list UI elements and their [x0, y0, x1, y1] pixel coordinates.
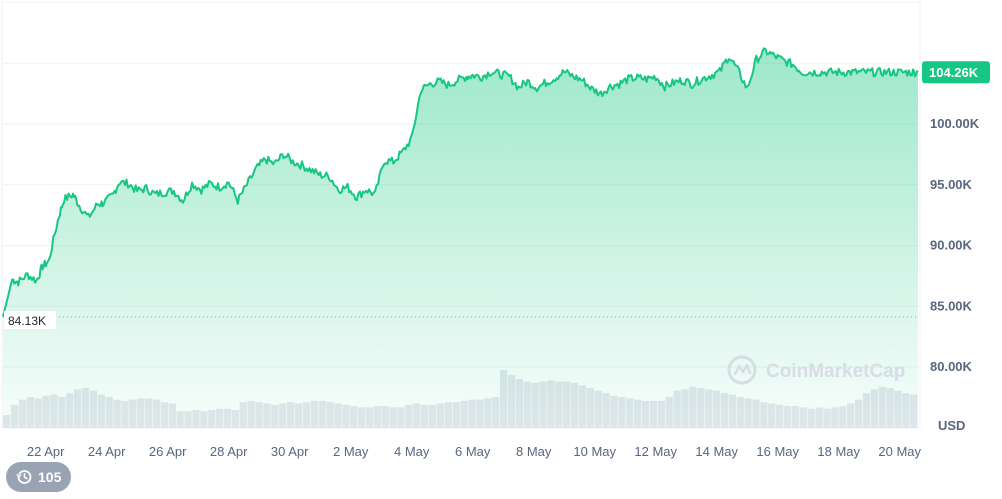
history-button[interactable]: 105 [6, 462, 72, 492]
history-count: 105 [38, 469, 62, 485]
x-tick-label: 6 May [455, 444, 491, 459]
x-tick-label: 10 May [573, 444, 616, 459]
y-tick-label: 90.00K [930, 238, 973, 253]
y-tick-label: 100.00K [930, 116, 980, 131]
x-tick-label: 30 Apr [271, 444, 309, 459]
start-price-text: 84.13K [8, 314, 46, 328]
start-price-label: 84.13K [4, 311, 56, 329]
x-tick-label: 26 Apr [149, 444, 187, 459]
x-tick-label: 8 May [516, 444, 552, 459]
x-tick-label: 20 May [878, 444, 921, 459]
price-area-fill [3, 48, 918, 429]
coinmarketcap-logo-icon [727, 355, 757, 385]
x-tick-label: 2 May [333, 444, 369, 459]
x-tick-label: 14 May [695, 444, 738, 459]
x-tick-label: 22 Apr [27, 444, 65, 459]
x-tick-label: 18 May [817, 444, 860, 459]
x-tick-label: 28 Apr [210, 444, 248, 459]
price-area [2, 47, 919, 429]
x-tick-label: 4 May [394, 444, 430, 459]
x-tick-label: 12 May [634, 444, 677, 459]
x-tick-label: 16 May [756, 444, 799, 459]
x-tick-label: 24 Apr [88, 444, 126, 459]
x-axis: 22 Apr 24 Apr 26 Apr 28 Apr 30 Apr 2 May 4 May… [27, 444, 922, 459]
y-axis: 80.00K 85.00K 90.00K 95.00K 100.00K [930, 116, 980, 374]
y-tick-label: 85.00K [930, 298, 973, 313]
y-tick-label: 80.00K [930, 359, 973, 374]
coinmarketcap-watermark: CoinMarketCap [727, 355, 905, 385]
price-line [2, 47, 919, 318]
history-icon [16, 470, 32, 484]
current-price-text: 104.26K [929, 65, 979, 80]
y-unit-label: USD [938, 418, 965, 433]
current-price-badge: 104.26K [922, 61, 990, 84]
y-tick-label: 95.00K [930, 177, 973, 192]
watermark-text: CoinMarketCap [766, 361, 905, 382]
